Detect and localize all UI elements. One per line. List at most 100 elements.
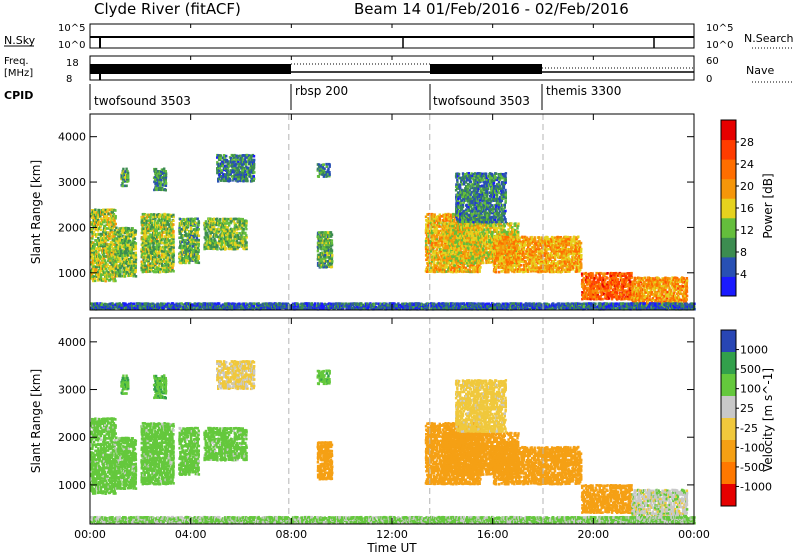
scatter-cell-0 — [107, 274, 110, 278]
scatter-cell-4 — [159, 184, 162, 187]
scatter-cell-6 — [217, 228, 221, 231]
scatter-cell-0 — [113, 220, 116, 224]
scatter-cell-0 — [114, 252, 117, 256]
scatter-cell-6 — [242, 237, 245, 241]
scatter-cell-3 — [162, 270, 166, 273]
scatter-cell-6 — [224, 243, 227, 246]
scatter-cell-0 — [101, 264, 105, 268]
scatter-cell-5 — [178, 226, 181, 229]
scatter-cell-6 — [245, 234, 248, 237]
scatter-cell-5 — [193, 234, 197, 238]
scatter-cell-5 — [187, 257, 191, 260]
scatter-cell-2 — [118, 237, 121, 241]
scatter-cell-0 — [113, 263, 116, 266]
scatter-cell-2 — [117, 245, 120, 249]
scatter-cell-2 — [134, 262, 138, 265]
scatter-cell-3 — [159, 231, 162, 235]
scatter-cell-3 — [170, 237, 173, 241]
scatter-cell-5 — [191, 218, 195, 221]
scatter-cell-8 — [330, 233, 334, 236]
scatter-cell-3 — [156, 251, 159, 255]
scatter-cell-3 — [172, 246, 175, 249]
scatter-cell-3 — [148, 249, 151, 253]
scatter-cell-2 — [116, 270, 119, 274]
scatter-cell-0 — [110, 263, 113, 266]
freq-trace-1 — [90, 64, 291, 74]
scatter-cell-3 — [159, 246, 163, 249]
scatter-cell-10 — [479, 266, 482, 269]
scatter-cell-6 — [238, 221, 242, 225]
scatter-cell-3 — [147, 270, 150, 273]
scatter-cell-3 — [149, 240, 152, 243]
scatter-cell-0 — [94, 211, 97, 214]
scatter-cell-6 — [244, 236, 247, 239]
scatter-cell-3 — [165, 219, 168, 223]
scatter-cell-3 — [143, 230, 146, 233]
scatter-cell-3 — [149, 246, 152, 249]
scatter-cell-0 — [98, 243, 101, 246]
scatter-cell-4 — [152, 176, 156, 180]
scatter-cell-6 — [226, 237, 230, 241]
scatter-cell-2 — [122, 227, 125, 230]
scatter-cell-4 — [156, 171, 160, 175]
scatter-cell-6 — [235, 239, 238, 243]
scatter-cell-3 — [162, 254, 166, 258]
scatter-cell-6 — [220, 247, 223, 251]
scatter-cell-6 — [216, 247, 219, 251]
scatter-cell-5 — [185, 261, 188, 264]
scatter-cell-2 — [134, 231, 137, 234]
scatter-cell-3 — [166, 221, 169, 224]
scatter-cell-7 — [253, 171, 256, 174]
scatter-cell-3 — [172, 243, 175, 247]
scatter-cell-0 — [102, 257, 106, 261]
scatter-cell-9 — [328, 171, 331, 174]
scatter-cell-3 — [172, 252, 175, 255]
scatter-cell-4 — [157, 174, 161, 177]
scatter-cell-6 — [213, 233, 216, 236]
scatter-cell-2 — [127, 249, 130, 253]
scatter-cell-4 — [164, 179, 167, 183]
scatter-cell-4 — [162, 178, 166, 181]
scatter-cell-0 — [110, 275, 114, 279]
scatter-cell-3 — [162, 257, 166, 261]
scatter-cell-3 — [149, 215, 152, 219]
scatter-cell-5 — [187, 240, 191, 244]
scatter-cell-0 — [107, 270, 110, 274]
scatter-cell-0 — [96, 265, 99, 269]
scatter-cell-6 — [210, 228, 213, 231]
scatter-cell-6 — [241, 235, 244, 239]
scatter-cell-7 — [224, 179, 227, 183]
scatter-cell-6 — [235, 243, 238, 247]
scatter-cell-0 — [103, 231, 107, 234]
scatter-cell-2 — [129, 241, 132, 244]
scatter-cell-0 — [97, 236, 100, 240]
scatter-cell-5 — [183, 228, 186, 231]
scatter-cell-6 — [237, 217, 240, 221]
scatter-cell-8 — [330, 249, 334, 252]
scatter-cell-2 — [126, 251, 129, 255]
scatter-cell-2 — [134, 275, 138, 278]
scatter-cell-6 — [207, 237, 210, 241]
scatter-cell-7 — [226, 173, 229, 177]
scatter-cell-2 — [128, 239, 132, 243]
scatter-cell-0 — [114, 241, 117, 244]
scatter-cell-6 — [212, 228, 215, 231]
scatter-cell-0 — [93, 259, 97, 263]
scatter-cell-4 — [164, 182, 168, 185]
scatter-cell-6 — [243, 221, 246, 225]
scatter-cell-2 — [123, 275, 127, 278]
scatter-cell-3 — [161, 213, 164, 217]
scatter-cell-0 — [113, 219, 116, 222]
scatter-cell-4 — [154, 172, 157, 176]
scatter-cell-3 — [142, 221, 145, 224]
scatter-cell-5 — [178, 228, 181, 231]
scatter-cell-5 — [189, 248, 192, 252]
scatter-cell-6 — [227, 235, 230, 238]
scatter-cell-3 — [165, 260, 168, 263]
scatter-cell-6 — [223, 234, 227, 237]
scatter-cell-3 — [149, 243, 152, 247]
freq-label-line1: Freq. — [4, 56, 29, 67]
scatter-cell-6 — [208, 221, 211, 225]
scatter-cell-3 — [166, 266, 169, 269]
scatter-cell-5 — [181, 220, 184, 223]
